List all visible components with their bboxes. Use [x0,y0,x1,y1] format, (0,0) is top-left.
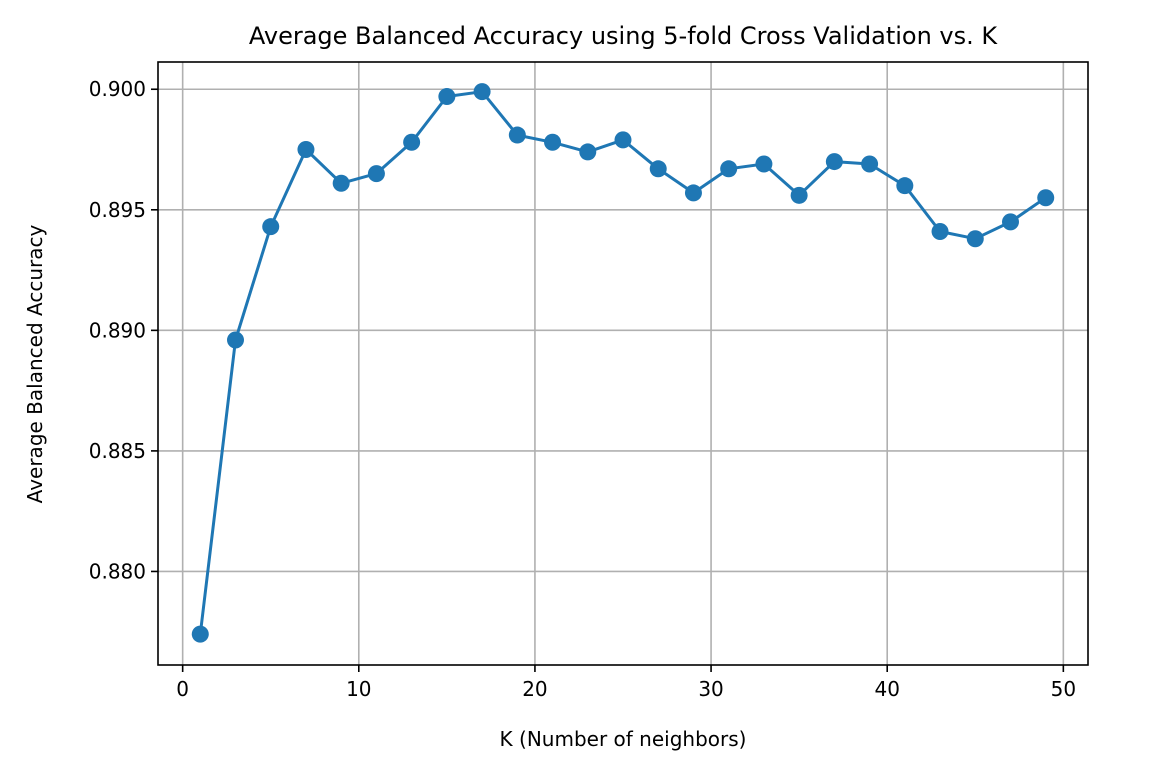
x-tick-label: 40 [874,677,899,701]
axis-ticks: 0 10 20 30 40 50 0.880 0.885 0.890 0.895 0.900 [89,77,1076,701]
data-point [790,186,808,204]
data-point [720,160,738,178]
x-tick-label: 10 [346,677,371,701]
data-point [544,133,562,151]
x-tick-label: 30 [698,677,723,701]
series-line [198,90,1047,635]
data-point [297,141,315,159]
data-point [825,153,843,171]
data-point [684,184,702,202]
data-point [755,155,773,173]
data-point [473,83,491,101]
data-point [438,87,456,105]
data-point [861,155,879,173]
data-point [896,177,914,195]
y-tick-label: 0.880 [89,559,146,583]
y-tick-label: 0.900 [89,77,146,101]
data-point [1002,213,1019,231]
x-tick-label: 0 [176,677,189,701]
plot-frame [157,61,1089,666]
data-point [966,230,984,248]
data-point [332,174,350,192]
grid [158,62,1088,665]
data-point [403,133,421,151]
data-point [191,625,209,643]
data-point [614,131,632,149]
y-tick-label: 0.895 [89,198,146,222]
y-tick-label: 0.885 [89,439,146,463]
data-point [262,218,280,236]
x-tick-label: 20 [522,677,547,701]
y-tick-label: 0.890 [89,318,146,342]
data-point [227,331,244,349]
x-axis-label: K (Number of neighbors) [500,727,747,751]
data-point [931,222,949,240]
data-point [508,126,526,144]
chart-title: Average Balanced Accuracy using 5-fold C… [249,22,999,50]
x-tick-label: 50 [1051,677,1076,701]
series-layer [191,83,1055,643]
data-point [1037,189,1055,207]
data-point [649,160,667,178]
y-axis-label: Average Balanced Accuracy [23,225,47,504]
data-point [579,143,597,161]
data-point [367,165,385,183]
